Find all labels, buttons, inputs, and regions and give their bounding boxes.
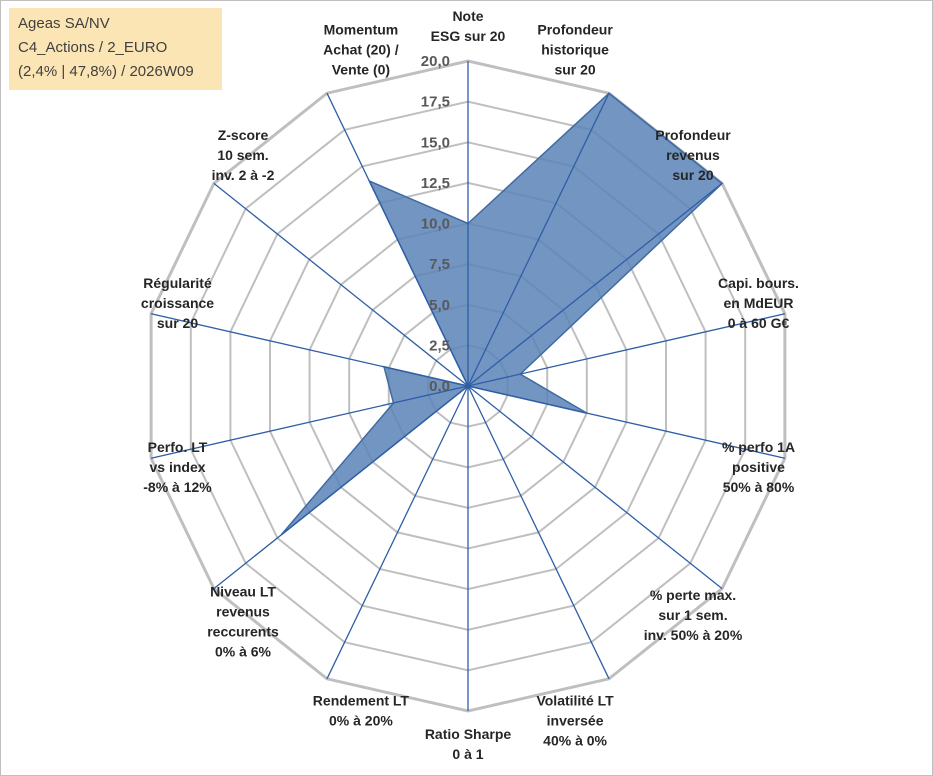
portfolio-category: C4_Actions / 2_EURO xyxy=(18,39,168,56)
category-label: Momentum Achat (20) / Vente (0) xyxy=(323,22,399,78)
info-box: Ageas SA/NV C4_Actions / 2_EURO (2,4% | … xyxy=(9,8,222,90)
category-labels: Note ESG sur 20 Profondeur historique sur 20… xyxy=(141,8,799,762)
axis-spoke xyxy=(467,385,723,590)
category-label: Profondeur historique sur 20 xyxy=(537,22,613,78)
axis-spoke xyxy=(326,385,469,680)
axis-spoke xyxy=(150,385,469,459)
category-label: Rendement LT 0% à 20% xyxy=(313,692,410,728)
axis-spoke xyxy=(467,385,786,459)
tick-labels: 0,0 2,5 5,0 7,5 10,0 12,5 15,0 17,5 20,0 xyxy=(421,53,450,395)
axis-spoke xyxy=(467,385,610,680)
axis-spoke xyxy=(467,182,723,387)
axis-spoke xyxy=(213,182,469,387)
category-label: Régularité croissance sur 20 xyxy=(141,275,214,331)
category-label: Profondeur revenus sur 20 xyxy=(655,127,731,183)
series-area xyxy=(280,92,724,536)
axis-spoke xyxy=(467,313,786,387)
tick-label: 5,0 xyxy=(429,297,450,314)
spoke-layer xyxy=(150,61,786,711)
tick-label: 0,0 xyxy=(429,378,450,395)
category-label: Volatilité LT inversée 40% à 0% xyxy=(536,692,614,748)
category-label: % perte max. sur 1 sem. inv. 50% à 20% xyxy=(644,587,743,643)
series-layer xyxy=(280,92,724,536)
category-label: Ratio Sharpe 0 à 1 xyxy=(425,726,512,762)
category-label: Perfo. LT vs index -8% à 12% xyxy=(143,439,212,495)
tick-label: 15,0 xyxy=(421,134,450,151)
tick-label: 7,5 xyxy=(429,256,450,273)
axis-spoke xyxy=(213,385,469,590)
axis-spoke xyxy=(150,313,469,387)
category-label: Niveau LT revenus reccurents 0% à 6% xyxy=(207,583,279,659)
category-label: % perfo 1A positive 50% à 80% xyxy=(722,439,795,495)
company-name: Ageas SA/NV xyxy=(18,15,110,32)
axis-spoke xyxy=(326,92,469,387)
stats-week: (2,4% | 47,8%) / 2026W09 xyxy=(18,63,194,80)
category-label: Capi. bours. en MdEUR 0 à 60 G€ xyxy=(718,275,799,331)
axis-spoke xyxy=(467,92,610,387)
tick-label: 2,5 xyxy=(429,337,450,354)
tick-label: 17,5 xyxy=(421,94,450,111)
tick-label: 10,0 xyxy=(421,216,450,233)
tick-label: 12,5 xyxy=(421,175,450,192)
category-label: Note ESG sur 20 xyxy=(431,8,506,44)
tick-label: 20,0 xyxy=(421,53,450,70)
category-label: Z-score 10 sem. inv. 2 à -2 xyxy=(212,127,275,183)
